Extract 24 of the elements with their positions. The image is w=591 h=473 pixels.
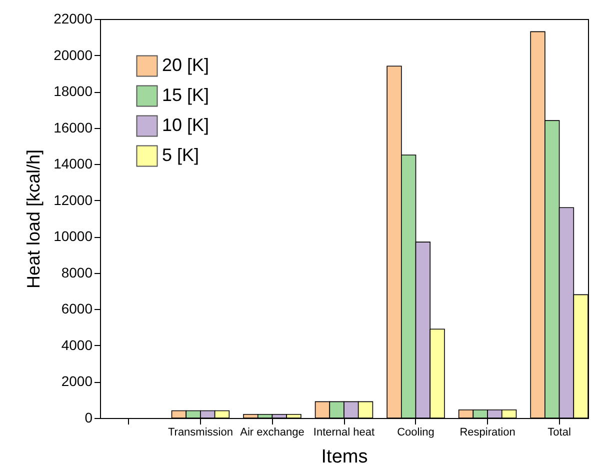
y-tick-label: 6000	[61, 300, 93, 317]
y-tick-label: 8000	[61, 264, 93, 280]
x-tick-label: Air exchange	[240, 426, 304, 438]
x-tick-label: Transmission	[168, 426, 233, 438]
y-tick-label: 16000	[54, 119, 93, 136]
legend-label: 20 [K]	[162, 55, 210, 75]
y-tick-label: 0	[84, 410, 93, 426]
y-tick-label: 18000	[54, 83, 93, 100]
legend-label: 5 [K]	[162, 145, 200, 165]
y-tick-label: 12000	[54, 192, 93, 208]
legend-label: 15 [K]	[162, 85, 210, 105]
y-tick-label: 14000	[54, 156, 93, 172]
y-tick-label: 10000	[54, 228, 93, 244]
y-tick-label: 22000	[54, 10, 93, 26]
x-tick-label: Total	[548, 426, 571, 438]
legend-label: 10 [K]	[162, 115, 210, 135]
x-tick-label: Cooling	[397, 426, 434, 438]
y-tick-label: 20000	[54, 46, 93, 63]
x-tick-label: Internal heat	[313, 426, 375, 438]
y-tick-label: 2000	[61, 373, 93, 390]
x-tick-label: Respiration	[460, 426, 516, 438]
y-axis-title: Heat load [kcal/h]	[24, 149, 44, 289]
y-tick-label: 4000	[61, 336, 93, 353]
x-axis-title: Items	[321, 446, 368, 468]
